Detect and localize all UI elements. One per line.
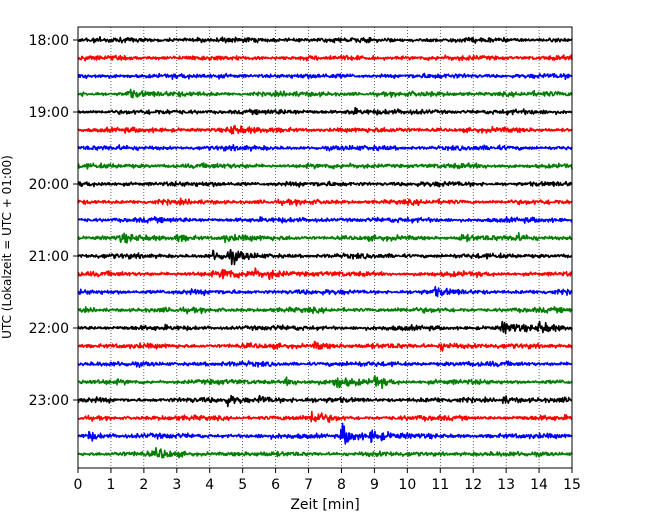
trace-line xyxy=(77,375,573,390)
x-tick-label: 10 xyxy=(398,477,416,493)
trace-line xyxy=(77,394,573,408)
x-tick-label: 1 xyxy=(106,477,115,493)
trace-line xyxy=(77,162,573,170)
y-tick-label: 20:00 xyxy=(29,177,69,193)
x-tick-label: 6 xyxy=(271,477,280,493)
trace-line xyxy=(77,106,573,116)
trace-group xyxy=(77,35,573,459)
trace-line xyxy=(77,422,573,445)
x-tick-label: 12 xyxy=(464,477,482,493)
y-tick-label: 22:00 xyxy=(29,321,69,337)
trace-line xyxy=(77,35,573,44)
x-tick-label: 5 xyxy=(238,477,247,493)
y-tick-label: 19:00 xyxy=(29,105,69,121)
x-tick-label: 7 xyxy=(304,477,313,493)
x-tick-label: 11 xyxy=(431,477,449,493)
trace-line xyxy=(77,267,573,281)
trace-line xyxy=(77,180,573,188)
trace-line xyxy=(77,285,573,298)
trace-line xyxy=(77,54,573,62)
y-tick-label: 23:00 xyxy=(29,393,69,409)
trace-line xyxy=(77,216,573,224)
trace-line xyxy=(77,72,573,81)
plot-background xyxy=(78,27,572,468)
x-tick-label: 0 xyxy=(74,477,83,493)
y-axis-label: UTC (Lokalzeit = UTC + 01:00) xyxy=(0,155,14,339)
x-tick-label: 14 xyxy=(530,477,548,493)
x-tick-label: 9 xyxy=(370,477,379,493)
trace-line xyxy=(77,410,573,424)
x-tick-label: 2 xyxy=(139,477,148,493)
x-axis-label: Zeit [min] xyxy=(290,497,359,513)
trace-line xyxy=(77,340,573,352)
trace-line xyxy=(77,360,573,368)
x-tick-label: 3 xyxy=(172,477,181,493)
trace-line xyxy=(77,248,573,266)
x-tick-label: 13 xyxy=(497,477,515,493)
x-tick-label: 8 xyxy=(337,477,346,493)
y-tick-label: 18:00 xyxy=(29,33,69,49)
x-tick-label: 15 xyxy=(563,477,581,493)
trace-line xyxy=(77,447,573,459)
y-tick-label: 21:00 xyxy=(29,249,69,265)
trace-line xyxy=(77,320,573,335)
x-tick-label: 4 xyxy=(205,477,214,493)
trace-line xyxy=(77,232,573,244)
trace-line xyxy=(77,197,573,207)
y-axis: 18:00 19:00 20:00 21:00 22:00 23:00 xyxy=(29,33,78,409)
trace-line xyxy=(77,88,573,99)
plot-frame xyxy=(77,26,573,469)
trace-line xyxy=(77,143,573,152)
trace-line xyxy=(77,124,573,135)
x-axis: 0 1 2 3 4 5 6 7 8 9 10 11 12 13 14 15 xyxy=(74,468,581,493)
trace-line xyxy=(77,306,573,315)
